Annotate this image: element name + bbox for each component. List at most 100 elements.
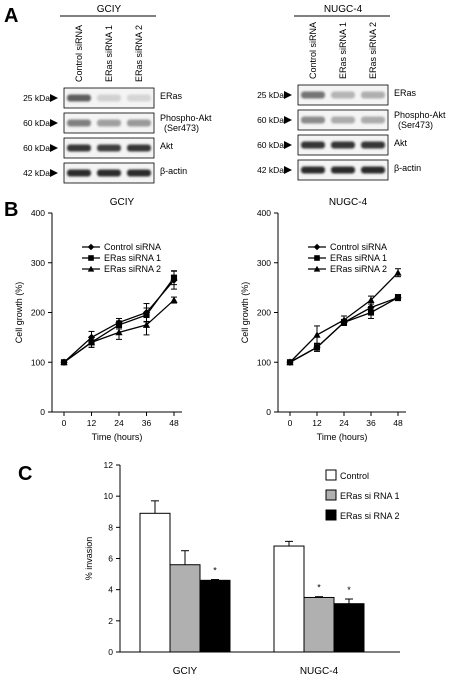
x-tick-label: 24 [114, 418, 124, 428]
y-axis-label: % invasion [84, 537, 94, 581]
x-tick-label: 12 [87, 418, 97, 428]
blot-band [331, 91, 355, 99]
chart-title: NUGC-4 [329, 197, 368, 208]
blot-title: NUGC-4 [324, 4, 363, 15]
triangle-marker [87, 265, 95, 272]
significance-mark: * [317, 583, 321, 593]
diamond-marker [87, 243, 95, 251]
blot-band [97, 169, 121, 177]
legend-swatch [325, 469, 337, 481]
x-tick-label: 24 [339, 418, 349, 428]
kda-arrow-icon [284, 141, 292, 149]
x-tick-label: 48 [393, 418, 403, 428]
square-marker [314, 255, 320, 261]
lane-label: ERas siRNA 1 [338, 22, 348, 79]
x-tick-label: 0 [62, 418, 67, 428]
legend-label: ERas siRNA 1 [104, 253, 161, 263]
kda-arrow-icon [50, 119, 58, 127]
diamond-marker [313, 243, 321, 251]
blot-band [127, 119, 151, 127]
square-marker [394, 294, 402, 301]
chart-title: GCIY [110, 197, 135, 208]
kda-label: 60 kDa [23, 118, 50, 128]
protein-label: (Ser473) [164, 123, 199, 133]
triangle-marker [170, 296, 178, 303]
x-tick-label: 36 [366, 418, 376, 428]
y-tick-label: 4 [108, 585, 113, 595]
blot-band [97, 119, 121, 127]
growth-chart-gciy: GCIY 0 100 200 300 400 0 12 24 36 48 Time (hours) Ce… [14, 197, 182, 442]
kda-label: 42 kDa [23, 168, 50, 178]
lane-label: Control siRNA [74, 25, 84, 82]
blot-band [67, 119, 91, 127]
legend-label: ERas si RNA 2 [340, 511, 400, 521]
x-tick-label: 36 [142, 418, 152, 428]
series-line [289, 297, 399, 363]
lane-label: ERas siRNA 2 [368, 22, 378, 79]
legend-swatch [325, 509, 337, 521]
kda-label: 42 kDa [257, 165, 284, 175]
legend-label: ERas si RNA 1 [340, 491, 400, 501]
significance-mark: * [213, 566, 217, 576]
western-blot-gciy: GCIY Control siRNA ERas siRNA 1 ERas siRNA … [23, 4, 212, 184]
x-axis-label: Time (hours) [317, 432, 368, 442]
protein-label: Phospho-Akt [394, 110, 446, 120]
y-tick-label: 2 [108, 616, 113, 626]
blot-band [331, 116, 355, 124]
kda-label: 60 kDa [257, 115, 284, 125]
triangle-marker [142, 321, 151, 328]
kda-arrow-icon [50, 169, 58, 177]
y-tick-label: 8 [108, 522, 113, 532]
protein-label: Phospho-Akt [160, 113, 212, 123]
blot-band [301, 116, 325, 124]
blot-band [301, 91, 325, 99]
triangle-marker [313, 331, 321, 338]
triangle-marker [313, 265, 321, 272]
series-line [289, 296, 399, 363]
y-tick-label: 0 [108, 647, 113, 657]
legend-label: Control siRNA [104, 242, 161, 252]
y-axis-label: Cell growth (%) [240, 282, 250, 344]
legend-label: ERas siRNA 2 [104, 264, 161, 274]
lane-label: ERas siRNA 1 [104, 25, 114, 82]
protein-label: β-actin [394, 163, 421, 173]
y-tick-label: 400 [31, 208, 45, 218]
kda-label: 60 kDa [23, 143, 50, 153]
y-tick-label: 0 [266, 407, 271, 417]
y-tick-label: 12 [104, 460, 114, 470]
bar [273, 545, 305, 653]
square-marker [367, 309, 375, 316]
y-tick-label: 300 [31, 258, 45, 268]
kda-arrow-icon [284, 116, 292, 124]
y-tick-label: 100 [257, 357, 271, 367]
growth-chart-nugc4: NUGC-4 0 100 200 300 400 0 12 24 36 48 Time (hours)… [240, 197, 406, 442]
lane-label: ERas siRNA 2 [134, 25, 144, 82]
triangle-marker [286, 358, 294, 366]
blot-band [67, 144, 91, 152]
category-label: GCIY [173, 666, 198, 677]
triangle-marker [87, 338, 96, 346]
panel-letter-c: C [18, 463, 32, 485]
significance-mark: * [347, 585, 351, 595]
kda-label: 25 kDa [257, 90, 284, 100]
blot-band [361, 116, 385, 124]
y-tick-label: 200 [257, 308, 271, 318]
kda-arrow-icon [50, 94, 58, 102]
square-marker [170, 274, 178, 281]
panel-letter-a: A [4, 5, 18, 27]
y-tick-label: 10 [104, 491, 114, 501]
blot-band [301, 166, 325, 174]
protein-label: ERas [394, 88, 417, 98]
x-tick-label: 48 [169, 418, 179, 428]
bar [139, 512, 171, 653]
blot-band [361, 141, 385, 149]
y-tick-label: 100 [31, 357, 45, 367]
bar [303, 596, 335, 653]
lane-label: Control siRNA [308, 22, 318, 79]
legend-label: ERas siRNA 2 [330, 264, 387, 274]
legend-label: Control [340, 471, 369, 481]
protein-label: Akt [394, 138, 408, 148]
bar [199, 579, 231, 653]
triangle-marker [115, 328, 123, 336]
blot-band [361, 166, 385, 174]
